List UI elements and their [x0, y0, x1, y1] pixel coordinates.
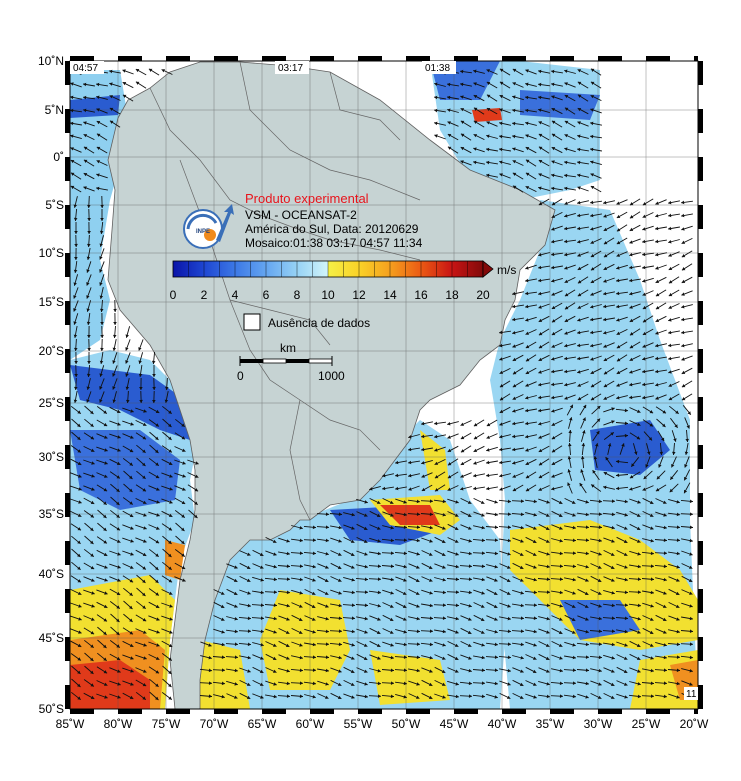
lon-tick: 30˚W [584, 717, 613, 731]
lon-tick: 75˚W [152, 717, 181, 731]
lat-tick: 20˚S [39, 344, 64, 358]
scale-bar-start: 0 [237, 369, 244, 383]
longitude-labels: 85˚W 80˚W 75˚W 70˚W 65˚W 60˚W 55˚W 50˚W … [56, 717, 709, 731]
scale-bar-unit: km [280, 341, 296, 355]
colorbar-tick: 12 [352, 288, 366, 302]
lon-tick: 20˚W [680, 717, 709, 731]
pass-time-4: 11 [686, 689, 697, 700]
lat-tick: 30˚S [39, 450, 64, 464]
colorbar-tick: 2 [201, 288, 208, 302]
colorbar-tick: 14 [383, 288, 397, 302]
lon-tick: 70˚W [200, 717, 229, 731]
scale-bar: km 0 1000 [237, 341, 345, 383]
no-data-swatch [243, 313, 261, 331]
lon-tick: 80˚W [104, 717, 133, 731]
colorbar-tick: 20 [476, 288, 490, 302]
lon-tick: 25˚W [632, 717, 661, 731]
no-data-legend: Ausência de dados [243, 313, 370, 331]
lon-tick: 35˚W [536, 717, 565, 731]
pass-time-3: 01:38 [425, 63, 450, 74]
lat-tick: 5˚N [45, 103, 64, 117]
lat-tick: 10˚S [39, 246, 64, 260]
map-frame [65, 56, 703, 714]
wind-arrows [70, 68, 694, 701]
colorbar: m/s 0 2 4 6 8 10 12 14 16 18 20 [170, 260, 516, 302]
lon-tick: 55˚W [344, 717, 373, 731]
latitude-labels: 10˚N 5˚N 0˚ 5˚S 10˚S 15˚S 20˚S 25˚S 30˚S… [38, 54, 64, 716]
lat-tick: 10˚N [38, 54, 64, 68]
pass-time-labels: 04:57 03:17 01:38 11 [70, 61, 698, 700]
pass-time-2: 03:17 [278, 63, 303, 74]
info-block: INPE Produto experimental VSM - OCEANSAT… [183, 191, 423, 250]
logo-text: INPE [196, 229, 210, 235]
lat-tick: 45˚S [39, 631, 64, 645]
lon-tick: 50˚W [392, 717, 421, 731]
product-title: Produto experimental [245, 191, 369, 206]
lon-tick: 85˚W [56, 717, 85, 731]
pass-time-1: 04:57 [73, 63, 98, 74]
lat-tick: 40˚S [39, 567, 64, 581]
lat-tick: 5˚S [45, 198, 64, 212]
lon-tick: 40˚W [488, 717, 517, 731]
lat-tick: 25˚S [39, 396, 64, 410]
lat-tick: 50˚S [39, 702, 64, 716]
scale-bar-end: 1000 [318, 369, 345, 383]
colorbar-tick: 10 [321, 288, 335, 302]
colorbar-tick: 6 [263, 288, 270, 302]
lon-tick: 45˚W [440, 717, 469, 731]
inpe-logo: INPE [183, 204, 234, 249]
region-date-line: América do Sul, Data: 20120629 [245, 222, 419, 236]
colorbar-tick: 16 [414, 288, 428, 302]
atlantic-south-swath [200, 420, 505, 709]
colorbar-tick: 0 [170, 288, 177, 302]
colorbar-tick: 18 [445, 288, 459, 302]
satellite-line: VSM - OCEANSAT-2 [245, 208, 357, 222]
lon-tick: 60˚W [296, 717, 325, 731]
lat-tick: 0˚ [53, 150, 64, 164]
lon-tick: 65˚W [248, 717, 277, 731]
lat-tick: 35˚S [39, 507, 64, 521]
colorbar-tick: 4 [232, 288, 239, 302]
colorbar-tick: 8 [294, 288, 301, 302]
mosaic-line: Mosaico:01:38 03:17 04:57 11:34 [245, 236, 423, 250]
colorbar-unit: m/s [497, 263, 516, 277]
lat-tick: 15˚S [39, 295, 64, 309]
no-data-label: Ausência de dados [268, 316, 370, 330]
